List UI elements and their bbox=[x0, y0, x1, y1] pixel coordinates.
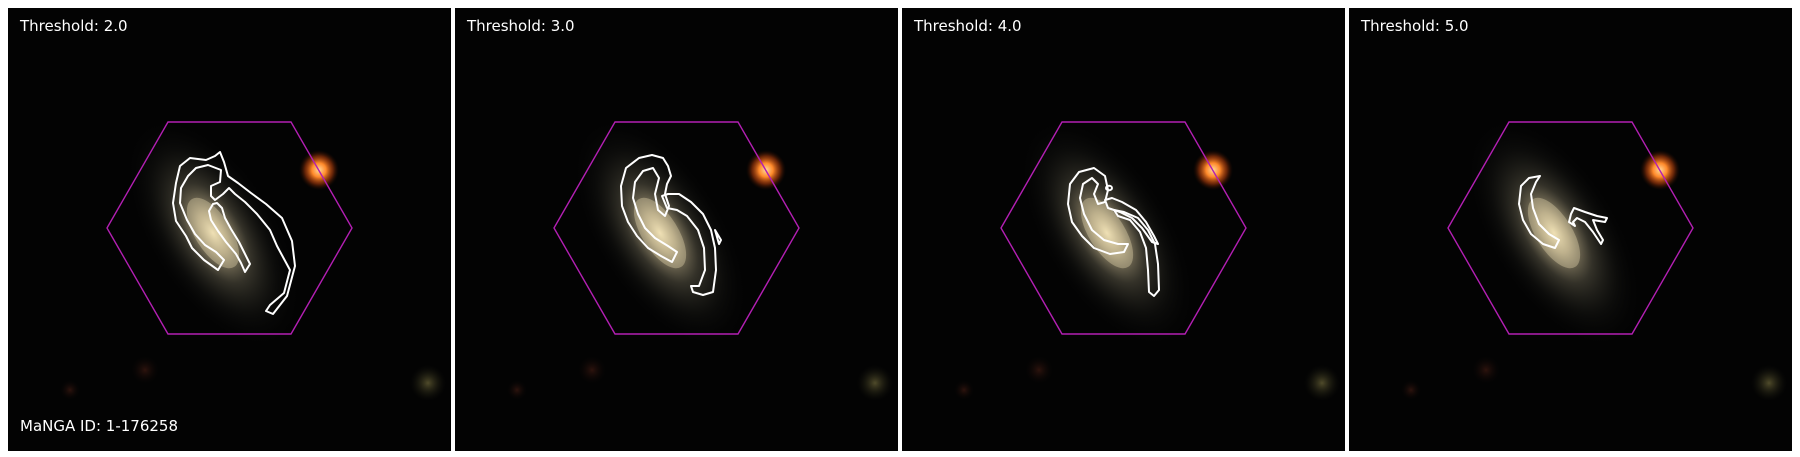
threshold-label: Threshold: 3.0 bbox=[467, 17, 575, 35]
contour-outline bbox=[1518, 175, 1608, 249]
threshold-panel-2: Threshold: 3.0 bbox=[455, 8, 898, 451]
contour-outline bbox=[620, 154, 722, 296]
threshold-label: Threshold: 4.0 bbox=[914, 17, 1022, 35]
threshold-panel-3: Threshold: 4.0 bbox=[902, 8, 1345, 451]
threshold-panel-1: Threshold: 2.0 MaNGA ID: 1-176258 bbox=[8, 8, 451, 451]
threshold-panel-4: Threshold: 5.0 bbox=[1349, 8, 1792, 451]
contour-outline bbox=[1067, 167, 1160, 297]
contour-outline bbox=[172, 151, 296, 315]
galaxy-image bbox=[1401, 122, 1787, 401]
ifu-hexagon bbox=[1000, 121, 1247, 335]
threshold-label: Threshold: 2.0 bbox=[20, 17, 128, 35]
manga-id-label: MaNGA ID: 1-176258 bbox=[20, 417, 179, 435]
threshold-label: Threshold: 5.0 bbox=[1361, 17, 1469, 35]
ifu-hexagon bbox=[553, 121, 800, 335]
ifu-hexagon bbox=[106, 121, 353, 335]
ifu-hexagon bbox=[1447, 121, 1694, 335]
